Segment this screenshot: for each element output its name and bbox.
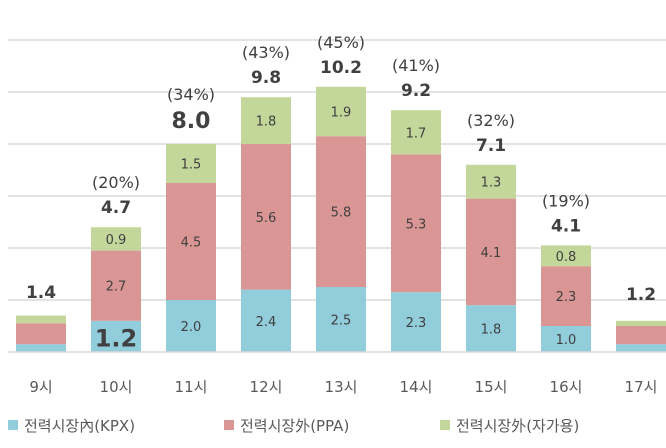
- total-label: 9.2: [401, 81, 431, 101]
- legend-swatch: [224, 420, 234, 430]
- total-label: 7.1: [476, 136, 506, 156]
- x-tick-label: 9시: [29, 378, 52, 396]
- bar-segment: [541, 326, 591, 352]
- bar-segment: [391, 292, 441, 352]
- share-label: (32%): [467, 111, 515, 130]
- share-label: (19%): [542, 191, 590, 210]
- share-label: (43%): [242, 43, 290, 62]
- bar-segment: [616, 326, 666, 345]
- data-label: 5.3: [406, 217, 427, 232]
- x-tick-label: 12시: [250, 378, 283, 396]
- share-label: (20%): [92, 173, 140, 192]
- legend-label: 전력시장內(KPX): [24, 417, 135, 435]
- x-tick-label: 11시: [175, 378, 208, 396]
- bar-segment: [316, 136, 366, 287]
- x-tick-label: 10시: [100, 378, 133, 396]
- total-label: 10.2: [320, 58, 362, 78]
- data-label: 4.1: [481, 246, 502, 261]
- legend-swatch: [440, 420, 450, 430]
- data-label: 2.3: [406, 316, 427, 331]
- data-label: 1.2: [95, 324, 138, 352]
- data-label: 1.8: [256, 115, 277, 130]
- bar-segment: [166, 300, 216, 352]
- share-label: (45%): [317, 33, 365, 52]
- share-label: (41%): [392, 56, 440, 75]
- x-tick-label: 14시: [400, 378, 433, 396]
- bar-segment: [616, 320, 666, 326]
- bar-segment: [316, 86, 366, 137]
- total-label: 4.1: [551, 216, 581, 236]
- legend-label: 전력시장外(자가용): [456, 417, 579, 435]
- data-label: 2.4: [256, 315, 277, 330]
- x-tick-label: 13시: [325, 378, 358, 396]
- total-label: 1.2: [626, 285, 656, 305]
- bar-segment: [316, 287, 366, 352]
- total-label: 9.8: [251, 68, 281, 88]
- data-label: 5.6: [256, 211, 277, 226]
- data-label: 1.9: [331, 106, 352, 121]
- bar-segment: [91, 227, 141, 251]
- bar-segment: [241, 144, 291, 290]
- total-label: 4.7: [101, 198, 131, 218]
- legend-label: 전력시장外(PPA): [240, 417, 349, 435]
- bar-segment: [466, 305, 516, 352]
- bar-segment: [391, 110, 441, 155]
- bar-segment: [466, 164, 516, 199]
- data-label: 5.8: [331, 206, 352, 221]
- total-label: 8.0: [172, 109, 211, 134]
- data-label: 4.5: [181, 236, 202, 251]
- bar-segment: [166, 183, 216, 300]
- bar-segment: [16, 323, 66, 345]
- legend-swatch: [8, 420, 18, 430]
- share-label: (34%): [167, 85, 215, 104]
- data-label: 1.5: [181, 158, 202, 173]
- data-label: 1.0: [556, 333, 577, 348]
- bar-segment: [91, 320, 141, 352]
- x-tick-label: 15시: [475, 378, 508, 396]
- x-tick-label: 17시: [625, 378, 658, 396]
- data-label: 2.3: [556, 290, 577, 305]
- data-label: 2.7: [106, 280, 127, 295]
- data-label: 2.0: [181, 320, 202, 335]
- data-label: 1.7: [406, 126, 427, 141]
- bar-segment: [166, 144, 216, 183]
- data-label: 0.9: [106, 233, 127, 248]
- x-tick-label: 16시: [550, 378, 583, 396]
- bar-segment: [91, 250, 141, 321]
- bar-segment: [241, 97, 291, 144]
- bar-segment: [16, 315, 66, 324]
- bar-segment: [391, 154, 441, 293]
- data-label: 0.8: [556, 250, 577, 265]
- bar-segment: [541, 245, 591, 267]
- total-label: 1.4: [26, 283, 56, 303]
- data-label: 2.5: [331, 314, 352, 329]
- data-label: 1.8: [481, 323, 502, 338]
- bar-segment: [16, 344, 66, 352]
- bar-segment: [541, 266, 591, 326]
- data-label: 1.3: [481, 176, 502, 191]
- bar-segment: [241, 289, 291, 352]
- bar-segment: [466, 198, 516, 306]
- bar-segment: [616, 344, 666, 352]
